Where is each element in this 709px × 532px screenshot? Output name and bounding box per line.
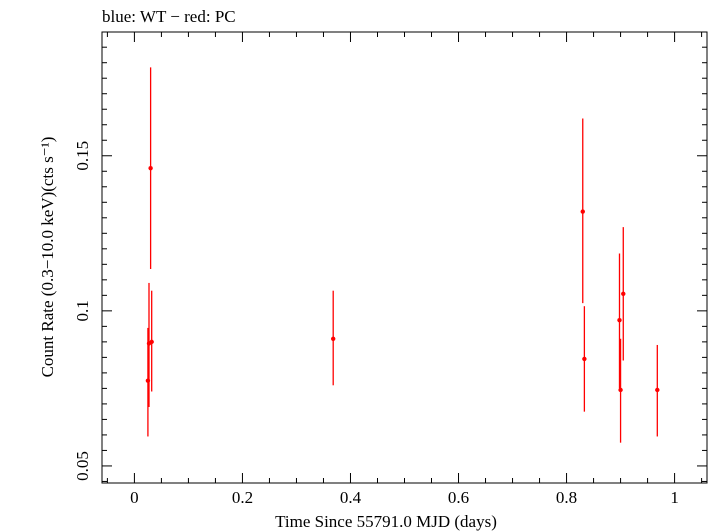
data-point — [617, 317, 622, 323]
data-point — [582, 356, 587, 362]
x-tick-label: 0 — [130, 488, 139, 507]
x-tick-label: 1 — [670, 488, 679, 507]
y-tick-label: 0.1 — [73, 300, 92, 321]
y-axis: 0.05 0.1 0.15 — [73, 46, 707, 482]
x-tick-label: 0.2 — [232, 488, 253, 507]
x-tick-label: 0.4 — [340, 488, 362, 507]
y-tick-label: 0.15 — [73, 141, 92, 171]
chart-title: blue: WT − red: PC — [102, 7, 236, 26]
x-tick-label: 0.8 — [556, 488, 577, 507]
data-point — [621, 291, 626, 296]
data-point — [580, 209, 585, 214]
plot-frame — [101, 31, 708, 484]
data-series-pc — [145, 67, 660, 443]
x-axis-label: Time Since 55791.0 MJD (days) — [275, 512, 497, 531]
data-point — [149, 339, 154, 345]
x-axis: 0 0.2 0.4 0.6 0.8 1 — [106, 32, 703, 507]
data-point — [618, 387, 623, 393]
data-point — [330, 336, 336, 341]
x-tick-label: 0.6 — [448, 488, 469, 507]
y-tick-label: 0.05 — [73, 451, 92, 481]
data-point — [148, 165, 153, 171]
data-point — [655, 387, 660, 393]
y-axis-label: Count Rate (0.3−10.0 keV)(cts s⁻¹) — [38, 137, 57, 378]
